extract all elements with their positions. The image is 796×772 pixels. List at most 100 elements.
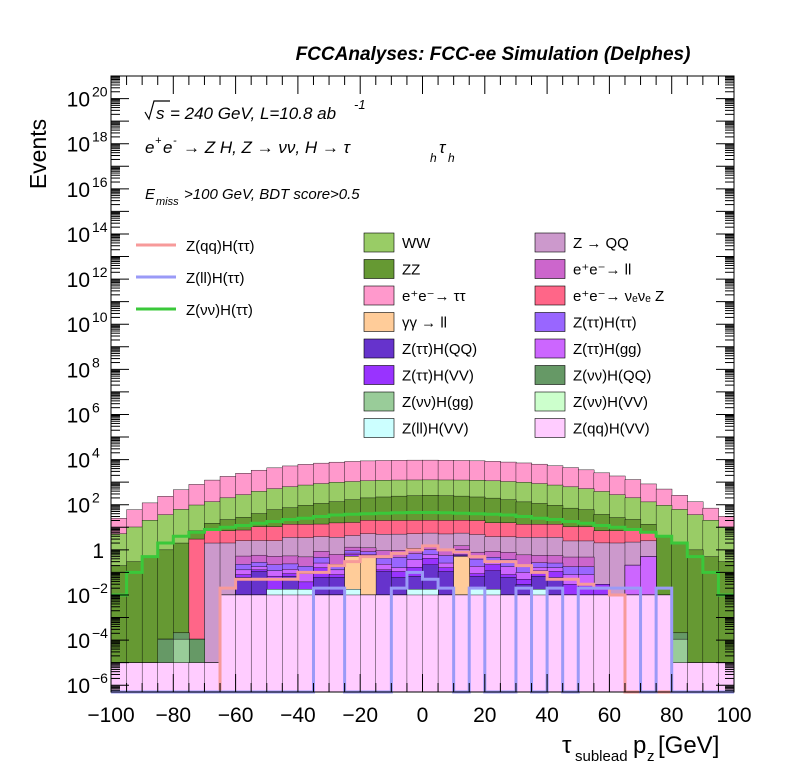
- stack-bar-z-qq-h-vv--34: [640, 594, 657, 693]
- background-legend-label: Z(ττ)H(QQ): [402, 341, 477, 358]
- background-legend-label: ZZ: [402, 262, 420, 279]
- y-tick-label: 10: [67, 404, 90, 427]
- background-legend-swatch: [363, 259, 395, 279]
- y-tick-label: 10: [67, 630, 90, 653]
- stack-bar-z-qq-h-vv--8: [235, 594, 252, 693]
- x-tick-label: 100: [716, 704, 751, 727]
- stack-bar-z-qq-h-vv--26: [515, 594, 533, 693]
- stack-bar-z-qq-h-vv--15: [344, 594, 361, 693]
- background-legend-label: γγ → ll: [402, 315, 447, 332]
- stack-bar-z-qq-h-vv--3: [157, 662, 174, 693]
- y-tick-label: 10: [67, 269, 90, 292]
- y-tick-label: 10: [67, 585, 90, 608]
- y-tick-exponent: 8: [92, 354, 100, 370]
- y-tick-label: 10: [67, 134, 90, 157]
- x-axis: −100 −80 −60 −40 −20 0 20 40 60 80 100: [87, 76, 752, 727]
- y-tick-exponent: 16: [92, 174, 108, 190]
- y-tick-label: 10: [67, 359, 90, 382]
- background-legend-label: Z(νν)H(VV): [573, 394, 648, 411]
- stack-bar-z-qq-h-vv--17: [375, 594, 392, 693]
- stack-bar-z-qq-h-vv--23: [469, 594, 486, 693]
- background-legend-label: WW: [402, 235, 431, 252]
- y-tick-label: 10: [67, 224, 90, 247]
- svg-text:→ Z H, Z → νν, H → τ: → Z H, Z → νν, H → τ: [183, 138, 352, 157]
- y-tick-exponent: 18: [92, 129, 108, 145]
- background-legend-swatch: [534, 418, 566, 438]
- background-legend-label: Z(ττ)H(VV): [402, 368, 474, 385]
- background-legend-swatch: [363, 285, 395, 306]
- svg-text:E: E: [145, 186, 156, 203]
- svg-text:z: z: [647, 748, 655, 765]
- stack-bar-z-qq-h-vv--29: [562, 594, 579, 693]
- y-tick-exponent: 4: [92, 445, 100, 461]
- svg-text:+: +: [155, 135, 162, 147]
- annotation-process: e + e - → Z H, Z → νν, H → τ h τ h: [145, 135, 455, 165]
- stack-bar-z-qq-h-vv--38: [702, 662, 719, 693]
- stack-bar-z-qq-h-vv--6: [204, 662, 221, 693]
- background-legend-swatch: [534, 391, 566, 412]
- stack-bar-z-qq-h-vv--19: [406, 594, 423, 693]
- background-legend-swatch: [534, 259, 566, 279]
- stack-bar-z-qq-h-vv--16: [360, 594, 377, 693]
- y-tick-label: 10: [67, 314, 90, 337]
- y-tick-exponent: 20: [92, 84, 108, 100]
- background-legend-swatch: [363, 232, 395, 253]
- x-tick-label: −80: [155, 704, 191, 727]
- background-legend-swatch: [534, 232, 566, 253]
- svg-text:τ: τ: [562, 732, 572, 759]
- stack-bar-z-qq-h-vv--32: [609, 594, 626, 693]
- y-tick-exponent: 14: [92, 219, 108, 235]
- svg-text:-: -: [173, 135, 177, 147]
- background-legend-label: Z(νν)H(QQ): [573, 368, 651, 385]
- background-legend-swatch: [363, 312, 395, 332]
- svg-text:τ: τ: [439, 138, 447, 157]
- y-tick-label: 10: [67, 450, 90, 473]
- stack-bar-z-qq-h-vv--5: [188, 662, 205, 693]
- stack-bar-z-qq-h-vv--28: [546, 594, 564, 693]
- x-tick-label: 0: [417, 704, 429, 727]
- background-legend-swatch: [534, 312, 566, 332]
- x-tick-label: 60: [598, 704, 621, 727]
- svg-text:[GeV]: [GeV]: [658, 732, 719, 759]
- svg-text:h: h: [430, 151, 437, 165]
- annotation-selection: E miss >100 GeV, BDT score>0.5: [145, 186, 360, 208]
- background-legend-swatch: [534, 338, 566, 359]
- stack-bar-z-qq-h-vv--24: [484, 594, 501, 693]
- stack-bar-z-qq-h-vv--12: [297, 594, 314, 693]
- stack-bar-z-qq-h-vv--18: [391, 594, 408, 693]
- x-tick-label: 20: [473, 704, 496, 727]
- stack-bar-z-qq-h-vv--33: [624, 594, 642, 693]
- chart-title: FCCAnalyses: FCC-ee Simulation (Delphes): [296, 44, 691, 65]
- x-tick-label: −40: [280, 704, 316, 727]
- stack-bar-z-qq-h-vv--25: [500, 594, 517, 693]
- svg-text:h: h: [448, 151, 455, 165]
- stack-bar-z-qq-h-vv--4: [173, 662, 190, 693]
- stack-bar-z-qq-h-vv--35: [655, 594, 673, 693]
- y-tick-label: 10: [67, 179, 90, 202]
- background-legend-label: e⁺e⁻→ ll: [573, 262, 631, 279]
- signal-legend: Z(qq)H(ττ) Z(ll)H(ττ) Z(νν)H(ττ): [136, 238, 255, 319]
- stack-bar-z-qq-h-vv--2: [141, 662, 159, 693]
- y-tick-exponent: 10: [92, 309, 108, 325]
- background-legend-label: Z → QQ: [573, 235, 629, 252]
- svg-text:sublead: sublead: [575, 748, 628, 765]
- background-legend-swatch: [363, 338, 395, 359]
- y-tick-label: 1: [92, 540, 104, 563]
- svg-text:>100 GeV, BDT score>0.5: >100 GeV, BDT score>0.5: [184, 186, 360, 203]
- stack-bar-z-qq-h-vv--13: [313, 594, 330, 693]
- background-legend-swatch: [363, 391, 395, 412]
- svg-text:= 240 GeV, L=10.8 ab: = 240 GeV, L=10.8 ab: [170, 104, 336, 123]
- background-legend-label: e⁺e⁻→ ττ: [402, 288, 466, 305]
- signal-legend-label: Z(νν)H(ττ): [186, 302, 253, 319]
- x-tick-label: −20: [342, 704, 378, 727]
- y-tick-exponent: −4: [92, 625, 108, 641]
- background-legend-swatch: [534, 285, 566, 306]
- x-tick-label: 40: [535, 704, 558, 727]
- y-tick-exponent: 12: [92, 264, 108, 280]
- stack-bar-z-qq-h-vv--37: [687, 662, 704, 693]
- stack-bar-z-qq-h-vv--36: [671, 662, 688, 693]
- y-axis-label: Events: [25, 119, 51, 189]
- y-tick-exponent: 6: [92, 399, 100, 415]
- stack-bar-z-qq-h-vv--27: [531, 594, 548, 693]
